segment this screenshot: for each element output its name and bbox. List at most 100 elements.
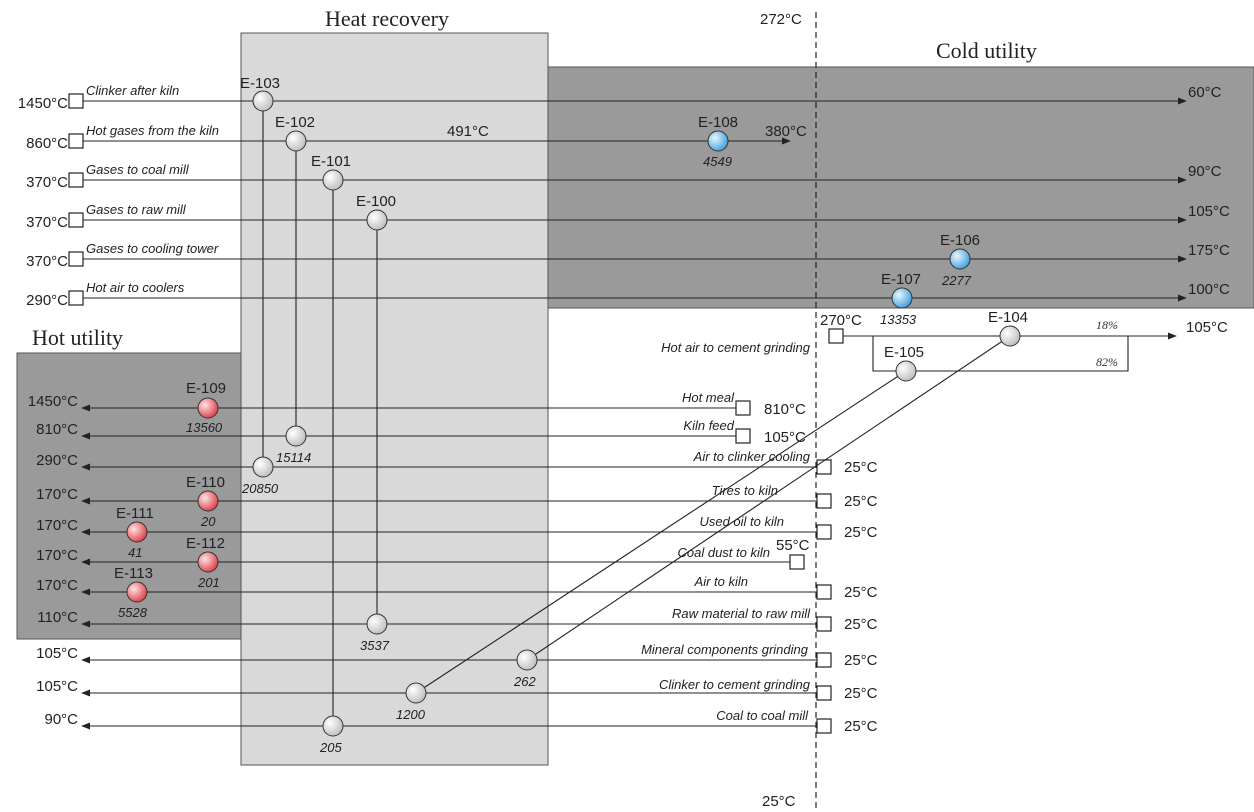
stream-inlet-box bbox=[816, 524, 832, 540]
hx-id-label: E-104 bbox=[988, 309, 1028, 326]
stream-inlet-box bbox=[789, 554, 805, 570]
hx-node-hot-side[interactable] bbox=[999, 325, 1021, 347]
stream-name: Gases to cooling tower bbox=[86, 241, 219, 256]
stream-outlet-temp: 105°C bbox=[36, 678, 78, 695]
hx-node-hot-side[interactable] bbox=[322, 169, 344, 191]
stream-name: Hot air to cement grinding bbox=[661, 340, 811, 355]
stream-name: Kiln feed bbox=[683, 418, 734, 433]
heat-exchanger-e104[interactable]: E-104 1200 bbox=[396, 309, 1028, 722]
stream-inlet-temp: 25°C bbox=[844, 524, 878, 541]
hot-stream-5: 370°C Gases to cooling tower 175°C bbox=[26, 241, 1230, 270]
hx-duty-label: 4549 bbox=[703, 154, 732, 169]
stream-name: Hot air to coolers bbox=[86, 280, 185, 295]
stream-outlet-temp: 60°C bbox=[1188, 84, 1222, 101]
stream-outlet-temp: 170°C bbox=[36, 577, 78, 594]
stream-name: Coal to coal mill bbox=[716, 708, 809, 723]
cold-stream-11: Coal to coal mill 25°C 90°C bbox=[44, 708, 877, 735]
hx-node-cold-side[interactable] bbox=[285, 425, 307, 447]
hx-id-label: E-106 bbox=[940, 232, 980, 249]
heat-exchanger-e111[interactable]: E-111 41 bbox=[116, 505, 154, 560]
hx-duty-label: 262 bbox=[513, 674, 536, 689]
cold-stream-10: Clinker to cement grinding 25°C 105°C bbox=[36, 677, 878, 702]
stream-name: Clinker after kiln bbox=[86, 83, 179, 98]
hx-node[interactable] bbox=[197, 490, 219, 512]
hx-node[interactable] bbox=[126, 581, 148, 603]
stream-inlet-temp: 25°C bbox=[844, 685, 878, 702]
hx-node[interactable] bbox=[197, 397, 219, 419]
stream-outlet-temp: 290°C bbox=[36, 452, 78, 469]
hx-node-cold-side[interactable] bbox=[366, 613, 388, 635]
hx-node[interactable] bbox=[126, 521, 148, 543]
stream-inlet-temp: 370°C bbox=[26, 214, 68, 231]
hx-node-cold-side[interactable] bbox=[405, 682, 427, 704]
hx-duty-label: 201 bbox=[197, 575, 220, 590]
hx-node[interactable] bbox=[949, 248, 971, 270]
cold-utility-region bbox=[547, 66, 1254, 309]
stream-outlet-temp: 380°C bbox=[765, 123, 807, 140]
heat-exchanger-e109[interactable]: E-109 13560 bbox=[186, 380, 226, 435]
hx-node[interactable] bbox=[707, 130, 729, 152]
hx-node-cold-side[interactable] bbox=[252, 456, 274, 478]
stream-name: Air to clinker cooling bbox=[693, 449, 811, 464]
stream-name: Tires to kiln bbox=[712, 483, 778, 498]
stream-inlet-temp: 25°C bbox=[844, 459, 878, 476]
hx-duty-label: 20 bbox=[200, 514, 216, 529]
hx-node-cold-side[interactable] bbox=[516, 649, 538, 671]
heat-exchanger-e113[interactable]: E-113 5528 bbox=[114, 565, 153, 620]
stream-name: Used oil to kiln bbox=[699, 514, 784, 529]
stream-inlet-temp: 370°C bbox=[26, 174, 68, 191]
hx-id-label: E-100 bbox=[356, 193, 396, 210]
stream-outlet-temp: 105°C bbox=[1188, 203, 1230, 220]
hx-duty-label: 3537 bbox=[360, 638, 390, 653]
heat-exchanger-e103[interactable]: E-103 20850 bbox=[240, 75, 280, 496]
heat-exchanger-e105[interactable]: E-105 262 bbox=[513, 344, 924, 689]
heat-recovery-region bbox=[240, 32, 549, 766]
hx-node-hot-side[interactable] bbox=[252, 90, 274, 112]
hot-utility-title: Hot utility bbox=[32, 325, 123, 350]
pinch-bottom-label: 25°C bbox=[762, 793, 796, 810]
stream-outlet-temp: 175°C bbox=[1188, 242, 1230, 259]
stream-inlet-temp: 25°C bbox=[844, 652, 878, 669]
hx-duty-label: 13353 bbox=[880, 312, 917, 327]
heat-exchanger-e106[interactable]: E-106 2277 bbox=[940, 232, 980, 288]
cold-stream-6: Coal dust to kiln 55°C 170°C bbox=[36, 537, 810, 570]
heat-exchanger-e110[interactable]: E-110 20 bbox=[186, 474, 225, 529]
stream-name: Mineral components grinding bbox=[641, 642, 809, 657]
stream-inlet-box bbox=[816, 616, 832, 632]
stream-name: Clinker to cement grinding bbox=[659, 677, 811, 692]
heat-exchanger-e100[interactable]: E-100 3537 bbox=[356, 193, 396, 653]
stream-outlet-temp: 170°C bbox=[36, 486, 78, 503]
hx-id-label: E-113 bbox=[114, 565, 153, 582]
hx-node-hot-side[interactable] bbox=[285, 130, 307, 152]
stream-inlet-box bbox=[828, 328, 844, 344]
stream-inlet-box bbox=[735, 400, 751, 416]
hx-node-hot-side[interactable] bbox=[366, 209, 388, 231]
heat-exchanger-e102[interactable]: E-102 15114 bbox=[275, 114, 315, 465]
stream-inlet-box bbox=[816, 685, 832, 701]
cold-stream-3: Air to clinker cooling 25°C 290°C bbox=[36, 449, 878, 476]
stream-inlet-temp: 1450°C bbox=[18, 95, 68, 112]
hx-node[interactable] bbox=[197, 551, 219, 573]
stream-inlet-box bbox=[816, 652, 832, 668]
heat-exchanger-e112[interactable]: E-112 201 bbox=[186, 535, 225, 590]
hx-node-cold-side[interactable] bbox=[322, 715, 344, 737]
heat-exchanger-e108[interactable]: E-108 4549 bbox=[698, 114, 738, 169]
cold-stream-7: Air to kiln 25°C 170°C bbox=[36, 574, 878, 601]
cold-utility-title: Cold utility bbox=[936, 38, 1037, 63]
stream-outlet-temp: 170°C bbox=[36, 547, 78, 564]
hx-node[interactable] bbox=[891, 287, 913, 309]
stream-inlet-temp: 25°C bbox=[844, 584, 878, 601]
hx-id-label: E-109 bbox=[186, 380, 226, 397]
hx-node-hot-side[interactable] bbox=[895, 360, 917, 382]
hot-stream-4: 370°C Gases to raw mill 105°C bbox=[26, 202, 1230, 231]
stream-inlet-temp: 370°C bbox=[26, 253, 68, 270]
hx-id-label: E-107 bbox=[881, 271, 921, 288]
heat-exchanger-e107[interactable]: E-107 13353 bbox=[880, 271, 921, 327]
stream-inlet-temp: 860°C bbox=[26, 135, 68, 152]
hot-stream-3: 370°C Gases to coal mill 90°C bbox=[26, 162, 1222, 191]
heat-exchanger-e101[interactable]: E-101 205 bbox=[311, 153, 351, 755]
cold-stream-4: Tires to kiln 25°C 170°C bbox=[36, 483, 878, 510]
split-bottom-fraction: 82% bbox=[1096, 355, 1118, 369]
stream-outlet-temp: 100°C bbox=[1188, 281, 1230, 298]
stream-inlet-temp: 25°C bbox=[844, 718, 878, 735]
